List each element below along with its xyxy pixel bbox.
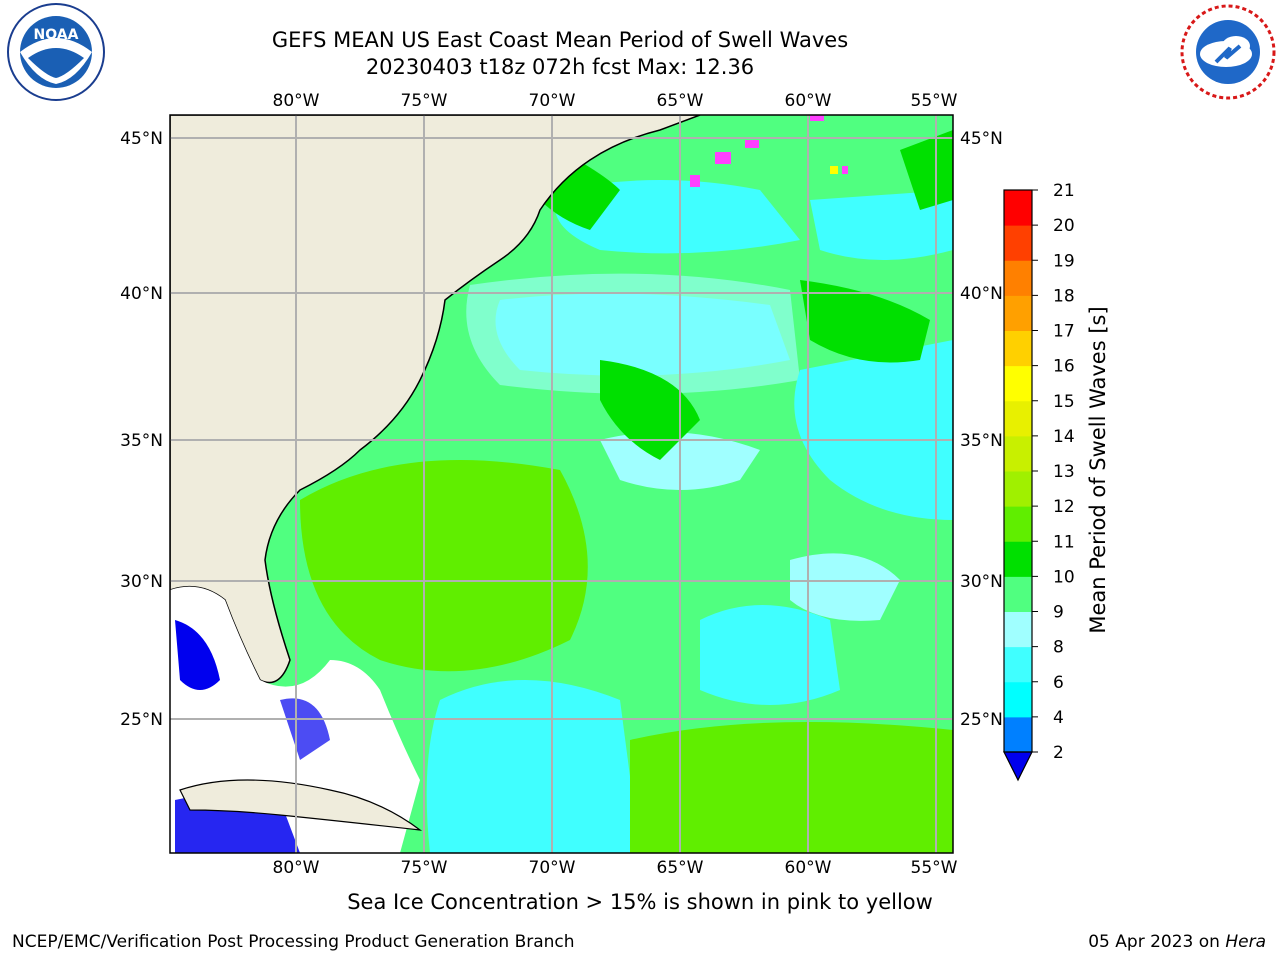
colorbar-segment bbox=[1004, 646, 1032, 683]
colorbar-tick-label: 16 bbox=[1053, 357, 1075, 377]
nws-logo-icon bbox=[1180, 4, 1276, 100]
lat-label-left: 40°N bbox=[120, 284, 163, 304]
colorbar-tick-label: 18 bbox=[1053, 286, 1075, 306]
colorbar-tick-label: 10 bbox=[1053, 567, 1075, 587]
colorbar-tick-label: 6 bbox=[1053, 673, 1064, 693]
colorbar-tick-label: 21 bbox=[1053, 181, 1075, 201]
lon-label-bottom: 65°W bbox=[657, 858, 704, 878]
lat-labels-left: 45°N 40°N 35°N 30°N 25°N bbox=[120, 129, 163, 730]
colorbar-segment bbox=[1004, 330, 1032, 367]
colorbar-segment bbox=[1004, 611, 1032, 648]
colorbar-tick-label: 8 bbox=[1053, 638, 1064, 658]
colorbar-segment bbox=[1004, 225, 1032, 261]
colorbar-segment bbox=[1004, 400, 1032, 437]
colorbar-extension bbox=[1003, 751, 1033, 782]
lon-label-top: 75°W bbox=[401, 91, 448, 111]
lat-label-left: 30°N bbox=[120, 572, 163, 592]
lon-label-top: 60°W bbox=[785, 91, 832, 111]
colorbar-tick-label: 9 bbox=[1053, 603, 1064, 623]
map-field bbox=[170, 115, 953, 853]
colorbar-tick-label: 12 bbox=[1053, 497, 1075, 517]
colorbar-segment bbox=[1004, 365, 1032, 402]
lon-label-top: 70°W bbox=[529, 91, 576, 111]
colorbar-tick-label: 4 bbox=[1053, 708, 1064, 728]
colorbar-segment bbox=[1004, 471, 1032, 507]
svg-text:NOAA: NOAA bbox=[34, 27, 79, 43]
lat-label-left: 25°N bbox=[120, 710, 163, 730]
lon-label-bottom: 80°W bbox=[273, 858, 320, 878]
footer-date: 05 Apr 2023 on Hera bbox=[1088, 932, 1266, 952]
colorbar-segment bbox=[1004, 541, 1032, 577]
colorbar-tick-label: 15 bbox=[1053, 392, 1075, 412]
colorbar-segment bbox=[1004, 576, 1032, 612]
colorbar-segment bbox=[1004, 506, 1032, 542]
colorbar-segment bbox=[1004, 716, 1032, 753]
lon-label-top: 65°W bbox=[657, 91, 704, 111]
colorbar-tick-label: 13 bbox=[1053, 462, 1075, 482]
map-frame bbox=[169, 114, 954, 854]
colorbar-segment bbox=[1004, 295, 1032, 331]
lon-label-bottom: 75°W bbox=[401, 858, 448, 878]
footer-credit: NCEP/EMC/Verification Post Processing Pr… bbox=[12, 932, 575, 952]
colorbar-segment bbox=[1004, 681, 1032, 718]
footer-machine: Hera bbox=[1225, 932, 1266, 952]
colorbar-tick-label: 17 bbox=[1053, 322, 1075, 342]
lon-label-bottom: 70°W bbox=[529, 858, 576, 878]
colorbar-label: Mean Period of Swell Waves [s] bbox=[1086, 306, 1110, 633]
lon-label-top: 80°W bbox=[273, 91, 320, 111]
colorbar-segment bbox=[1004, 260, 1032, 296]
colorbar-tick-label: 11 bbox=[1053, 532, 1075, 552]
lat-label-left: 45°N bbox=[120, 129, 163, 149]
colorbar-segment bbox=[1004, 190, 1032, 226]
lon-label-bottom: 60°W bbox=[785, 858, 832, 878]
gridlines bbox=[170, 115, 953, 853]
lat-label-right: 40°N bbox=[960, 284, 1003, 304]
lat-labels-right: 45°N 40°N 35°N 30°N 25°N bbox=[960, 129, 1003, 730]
colorbar-segment bbox=[1004, 435, 1032, 472]
lat-label-right: 45°N bbox=[960, 129, 1003, 149]
map-title: GEFS MEAN US East Coast Mean Period of S… bbox=[271, 28, 849, 52]
map-subtitle: 20230403 t18z 072h fcst Max: 12.36 bbox=[365, 55, 755, 79]
lon-label-top: 55°W bbox=[911, 91, 958, 111]
colorbar-tick-label: 2 bbox=[1053, 743, 1064, 763]
colorbar-tick-label: 20 bbox=[1053, 216, 1075, 236]
lat-label-right: 30°N bbox=[960, 572, 1003, 592]
colorbar: 2 4 6 8 9 10 11 12 13 14 15 16 17 18 19 20 21 bbox=[1003, 181, 1075, 782]
lat-label-left: 35°N bbox=[120, 431, 163, 451]
lat-label-right: 25°N bbox=[960, 710, 1003, 730]
noaa-logo-icon: NOAA bbox=[7, 3, 105, 101]
lon-label-bottom: 55°W bbox=[911, 858, 958, 878]
footer-date-text: 05 Apr 2023 on bbox=[1088, 932, 1226, 952]
lon-labels-top: 80°W 75°W 70°W 65°W 60°W 55°W bbox=[273, 91, 958, 111]
sea-ice-note: Sea Ice Concentration > 15% is shown in … bbox=[347, 890, 933, 914]
lon-labels-bottom: 80°W 75°W 70°W 65°W 60°W 55°W bbox=[273, 858, 958, 878]
lat-label-right: 35°N bbox=[960, 431, 1003, 451]
colorbar-tick-label: 14 bbox=[1053, 427, 1075, 447]
colorbar-tick-label: 19 bbox=[1053, 251, 1075, 271]
